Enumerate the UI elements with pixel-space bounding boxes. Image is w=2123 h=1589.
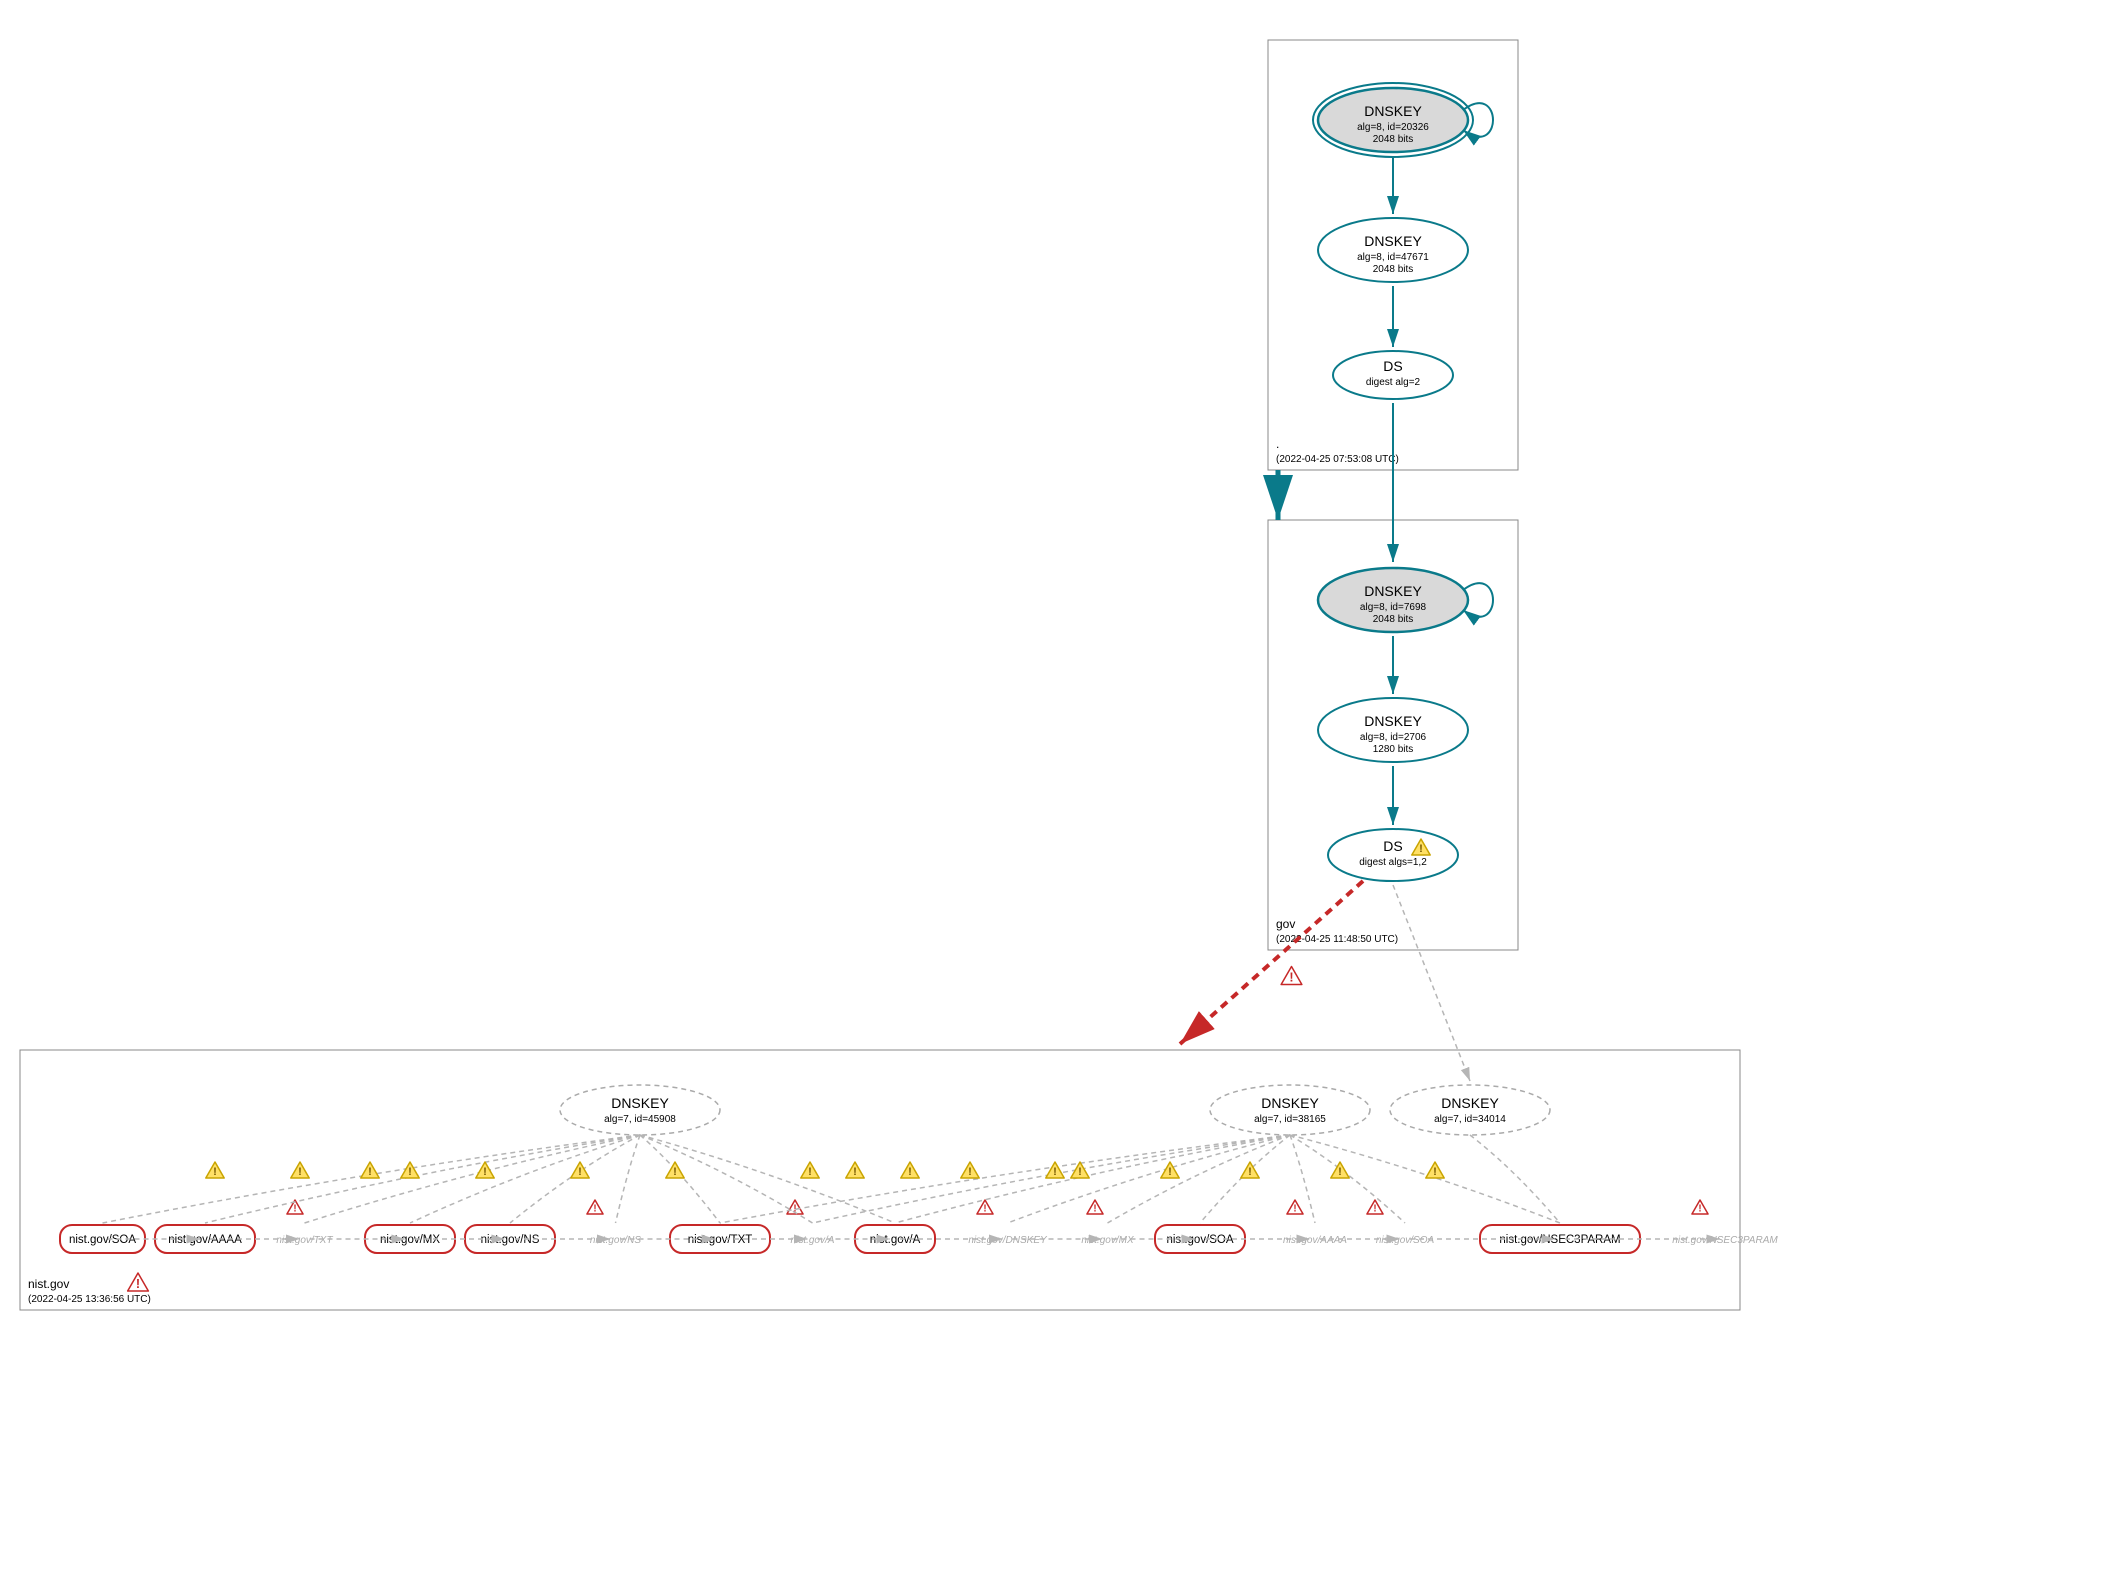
svg-text:alg=7, id=34014: alg=7, id=34014	[1434, 1114, 1506, 1125]
svg-text:!: !	[293, 1203, 296, 1214]
svg-text:nist.gov/A: nist.gov/A	[870, 1234, 921, 1246]
svg-text:alg=7, id=38165: alg=7, id=38165	[1254, 1114, 1326, 1125]
svg-text:nist.gov/NS: nist.gov/NS	[481, 1234, 540, 1246]
svg-text:nist.gov/A: nist.gov/A	[791, 1235, 835, 1246]
svg-text:nist.gov/SOA: nist.gov/SOA	[1166, 1234, 1233, 1246]
svg-text:(2022-04-25 13:36:56 UTC): (2022-04-25 13:36:56 UTC)	[28, 1294, 151, 1305]
svg-text:nist.gov/TXT: nist.gov/TXT	[688, 1234, 753, 1246]
svg-text:alg=8, id=47671: alg=8, id=47671	[1357, 252, 1429, 263]
svg-text:!: !	[136, 1277, 140, 1291]
svg-text:!: !	[483, 1166, 487, 1178]
svg-text:!: !	[578, 1166, 582, 1178]
svg-text:nist.gov/MX: nist.gov/MX	[380, 1234, 440, 1246]
svg-text:!: !	[1433, 1166, 1437, 1178]
svg-text:DNSKEY: DNSKEY	[1364, 583, 1422, 599]
svg-text:.: .	[1276, 437, 1279, 451]
svg-text:gov: gov	[1276, 917, 1295, 931]
svg-text:nist.gov/SOA: nist.gov/SOA	[69, 1234, 136, 1246]
gov-ds	[1328, 829, 1458, 881]
svg-text:alg=8, id=2706: alg=8, id=2706	[1360, 732, 1427, 743]
svg-text:DS: DS	[1383, 838, 1402, 854]
svg-text:nist.gov/NS: nist.gov/NS	[590, 1235, 641, 1246]
svg-text:!: !	[1078, 1166, 1082, 1178]
svg-text:!: !	[968, 1166, 972, 1178]
svg-text:DNSKEY: DNSKEY	[611, 1095, 669, 1111]
svg-text:!: !	[1168, 1166, 1172, 1178]
svg-text:!: !	[1093, 1203, 1096, 1214]
svg-text:DNSKEY: DNSKEY	[1261, 1095, 1319, 1111]
svg-text:2048 bits: 2048 bits	[1373, 134, 1414, 145]
svg-text:digest algs=1,2: digest algs=1,2	[1359, 857, 1427, 868]
svg-text:nist.gov/MX: nist.gov/MX	[1081, 1235, 1134, 1246]
svg-text:DNSKEY: DNSKEY	[1364, 233, 1422, 249]
svg-text:DNSKEY: DNSKEY	[1364, 103, 1422, 119]
svg-text:!: !	[593, 1203, 596, 1214]
svg-text:!: !	[213, 1166, 217, 1178]
svg-text:nist.gov/SOA: nist.gov/SOA	[1376, 1235, 1435, 1246]
svg-text:!: !	[1419, 843, 1423, 855]
svg-text:!: !	[853, 1166, 857, 1178]
svg-text:DNSKEY: DNSKEY	[1441, 1095, 1499, 1111]
svg-text:2048 bits: 2048 bits	[1373, 264, 1414, 275]
svg-text:!: !	[408, 1166, 412, 1178]
svg-text:alg=7, id=45908: alg=7, id=45908	[604, 1114, 676, 1125]
svg-text:nist.gov/NSEC3PARAM: nist.gov/NSEC3PARAM	[1499, 1234, 1620, 1246]
svg-text:nist.gov/DNSKEY: nist.gov/DNSKEY	[968, 1235, 1048, 1246]
svg-text:nist.gov/AAAA: nist.gov/AAAA	[168, 1234, 242, 1246]
svg-text:digest alg=2: digest alg=2	[1366, 377, 1421, 388]
svg-text:!: !	[1248, 1166, 1252, 1178]
svg-text:!: !	[908, 1166, 912, 1178]
svg-text:!: !	[298, 1166, 302, 1178]
svg-text:DS: DS	[1383, 358, 1402, 374]
svg-text:2048 bits: 2048 bits	[1373, 614, 1414, 625]
svg-text:!: !	[1293, 1203, 1296, 1214]
svg-text:!: !	[808, 1166, 812, 1178]
svg-text:DNSKEY: DNSKEY	[1364, 713, 1422, 729]
svg-text:!: !	[1053, 1166, 1057, 1178]
svg-text:!: !	[673, 1166, 677, 1178]
svg-text:alg=8, id=7698: alg=8, id=7698	[1360, 602, 1427, 613]
svg-text:nist.gov/NSEC3PARAM: nist.gov/NSEC3PARAM	[1672, 1235, 1778, 1246]
svg-text:1280 bits: 1280 bits	[1373, 744, 1414, 755]
svg-text:!: !	[1373, 1203, 1376, 1214]
svg-text:!: !	[1698, 1203, 1701, 1214]
svg-text:!: !	[1338, 1166, 1342, 1178]
svg-text:!: !	[983, 1203, 986, 1214]
svg-text:alg=8, id=20326: alg=8, id=20326	[1357, 122, 1429, 133]
svg-text:nist.gov/TXT: nist.gov/TXT	[276, 1235, 333, 1246]
svg-text:!: !	[1289, 970, 1293, 984]
svg-text:(2022-04-25 07:53:08 UTC): (2022-04-25 07:53:08 UTC)	[1276, 454, 1399, 465]
svg-text:!: !	[368, 1166, 372, 1178]
svg-text:nist.gov/AAAA: nist.gov/AAAA	[1283, 1235, 1347, 1246]
svg-text:nist.gov: nist.gov	[28, 1277, 69, 1291]
